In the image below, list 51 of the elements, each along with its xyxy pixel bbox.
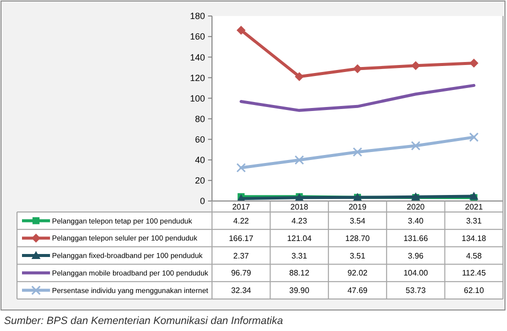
y-tick-label: 180	[190, 11, 205, 22]
text: Sumber: BPS dan Kementerian Komunikasi dan Informatika	[4, 315, 284, 327]
point	[294, 72, 304, 82]
y-tick-label: 20	[194, 176, 205, 186]
data-label: 3.31	[292, 251, 308, 260]
y-tick-label: 40	[194, 155, 205, 166]
point	[236, 26, 246, 35]
data-label: 39.90	[289, 286, 310, 296]
data-label: 121.04	[287, 234, 312, 243]
y-tick-label: 120	[190, 72, 205, 83]
data-label: 128.70	[345, 234, 370, 243]
x-tick-label: 2017	[232, 202, 251, 212]
x-tick-label: 2020	[406, 202, 426, 212]
data-label: 134.18	[462, 234, 487, 243]
data-label: 96.79	[231, 268, 252, 278]
data-label: 47.69	[347, 286, 368, 296]
point	[294, 155, 304, 165]
data-label: 166.17	[228, 234, 254, 243]
data-label: 4.23	[292, 216, 308, 226]
data-label: 53.73	[406, 286, 426, 296]
y-tick-label: 140	[190, 52, 205, 62]
point	[352, 147, 362, 157]
point	[353, 64, 362, 74]
data-label: 4.22	[233, 216, 250, 226]
data-label: 62.10	[464, 286, 484, 296]
data-label: 32.34	[231, 286, 252, 296]
data-label: 2.37	[233, 251, 250, 260]
y-tick-label: 0	[200, 196, 205, 206]
point	[410, 141, 420, 151]
x-tick-label: 2019	[348, 202, 367, 212]
y-tick-label: 100	[190, 93, 205, 104]
x-tick-label: 2018	[290, 202, 309, 212]
y-tick-label: 60	[194, 134, 205, 144]
data-label: 104.00	[403, 268, 428, 278]
data-label: 88.12	[289, 268, 310, 278]
point	[469, 192, 478, 200]
data-label: 3.31	[466, 216, 482, 226]
y-tick-label: 80	[194, 114, 205, 124]
y-tick-label: 160	[190, 32, 205, 42]
data-label: 3.96	[408, 251, 424, 260]
data-label: 112.45	[462, 268, 486, 278]
point	[236, 163, 246, 173]
data-label: 4.58	[466, 251, 482, 260]
data-label: 3.51	[350, 251, 366, 260]
data-label: 3.40	[408, 216, 424, 226]
line-series	[240, 84, 476, 112]
data-label: 131.66	[403, 234, 428, 243]
point	[469, 132, 479, 142]
data-label: 3.54	[350, 216, 366, 226]
data-label: 92.02	[347, 268, 368, 278]
x-tick-label: 2021	[465, 202, 484, 212]
